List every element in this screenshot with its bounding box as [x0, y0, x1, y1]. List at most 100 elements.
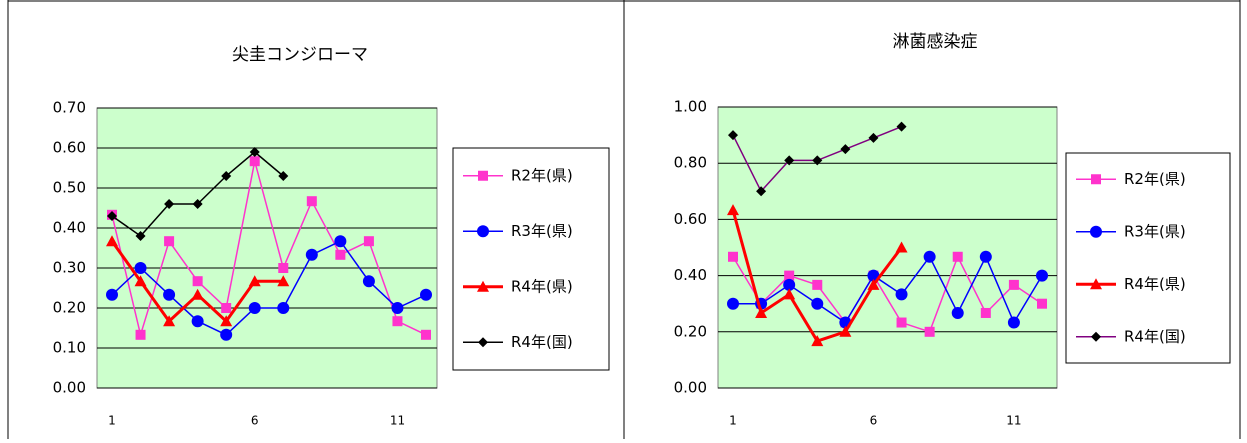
marker	[1008, 279, 1019, 290]
legend-label: R4年(国)	[1124, 327, 1186, 345]
legend-marker	[1090, 225, 1102, 238]
legend-label: R3年(県)	[511, 222, 573, 240]
y-tick-label: 0.10	[53, 339, 86, 357]
marker	[135, 329, 146, 340]
y-tick-label: 0.60	[674, 210, 707, 228]
marker	[755, 306, 768, 318]
plot-area	[717, 106, 1058, 389]
marker	[868, 132, 879, 143]
marker	[278, 263, 289, 273]
marker	[812, 279, 823, 290]
marker	[420, 288, 432, 301]
marker	[363, 236, 374, 247]
marker	[277, 275, 290, 287]
marker	[952, 251, 963, 262]
y-tick-label: 0.70	[53, 99, 86, 117]
marker	[163, 288, 176, 301]
marker	[192, 276, 203, 287]
x-tick-label: 11	[1006, 414, 1021, 428]
marker	[421, 329, 431, 340]
y-tick-label: 0.40	[674, 266, 707, 284]
y-tick-label: 0.00	[674, 379, 707, 397]
legend-marker	[1091, 174, 1101, 185]
marker	[1037, 298, 1047, 309]
marker	[220, 315, 233, 327]
marker	[728, 130, 738, 141]
legend-marker	[1091, 331, 1101, 342]
marker	[134, 262, 147, 274]
marker	[812, 155, 823, 166]
y-tick-label: 0.40	[53, 219, 86, 237]
marker	[867, 278, 880, 290]
marker	[783, 288, 796, 300]
marker	[727, 204, 739, 216]
chart-title: 淋菌感染症	[893, 32, 978, 52]
marker	[335, 249, 346, 260]
legend-box	[1065, 152, 1231, 364]
marker	[840, 144, 851, 155]
marker	[164, 236, 175, 247]
y-tick-label: 1.00	[674, 98, 707, 116]
marker	[811, 335, 824, 347]
marker	[924, 326, 935, 337]
marker	[839, 325, 852, 337]
marker	[951, 306, 964, 319]
marker	[784, 270, 795, 281]
marker	[895, 288, 908, 301]
legend-label: R2年(県)	[511, 166, 573, 184]
legend-marker	[478, 337, 488, 348]
marker	[192, 199, 203, 209]
marker	[728, 251, 738, 262]
legend-label: R4年(県)	[511, 277, 573, 295]
marker	[106, 288, 118, 301]
legend-label: R3年(県)	[1124, 222, 1186, 240]
marker	[305, 248, 318, 261]
y-tick-label: 0.20	[53, 299, 86, 317]
marker	[1007, 316, 1020, 329]
marker	[391, 302, 404, 314]
x-tick-label: 1	[729, 414, 737, 428]
marker	[221, 171, 232, 181]
marker	[163, 315, 176, 327]
marker	[896, 121, 907, 132]
legend-marker	[477, 280, 489, 292]
marker	[811, 297, 824, 310]
marker	[221, 303, 232, 313]
marker	[249, 156, 260, 167]
marker	[334, 235, 347, 248]
x-tick-label: 1	[108, 414, 116, 428]
marker	[896, 317, 907, 328]
series-line	[111, 161, 427, 338]
y-tick-label: 0.00	[53, 379, 86, 397]
x-tick-label: 6	[251, 414, 259, 428]
marker	[106, 235, 118, 247]
y-tick-label: 0.30	[53, 259, 86, 277]
marker	[220, 328, 233, 341]
marker	[248, 275, 261, 287]
marker	[784, 155, 795, 166]
marker	[191, 288, 204, 300]
marker	[135, 231, 146, 241]
series-line	[111, 240, 427, 336]
y-tick-label: 0.50	[53, 179, 86, 197]
marker	[783, 278, 796, 291]
y-tick-label: 0.20	[674, 322, 707, 340]
marker	[164, 199, 175, 209]
marker	[980, 307, 991, 318]
marker	[134, 275, 147, 287]
marker	[191, 315, 204, 328]
marker	[979, 250, 992, 263]
marker	[277, 302, 290, 314]
chart-title: 尖圭コンジローマ	[232, 45, 368, 65]
legend-label: R4年(国)	[511, 333, 573, 351]
marker	[306, 196, 317, 207]
marker	[923, 250, 936, 263]
x-tick-label: 11	[390, 414, 405, 428]
marker	[756, 186, 767, 197]
marker	[1036, 269, 1048, 282]
marker	[727, 297, 739, 310]
marker	[392, 316, 403, 327]
marker	[895, 241, 908, 253]
marker	[362, 275, 375, 288]
legend-label: R4年(県)	[1124, 275, 1186, 293]
